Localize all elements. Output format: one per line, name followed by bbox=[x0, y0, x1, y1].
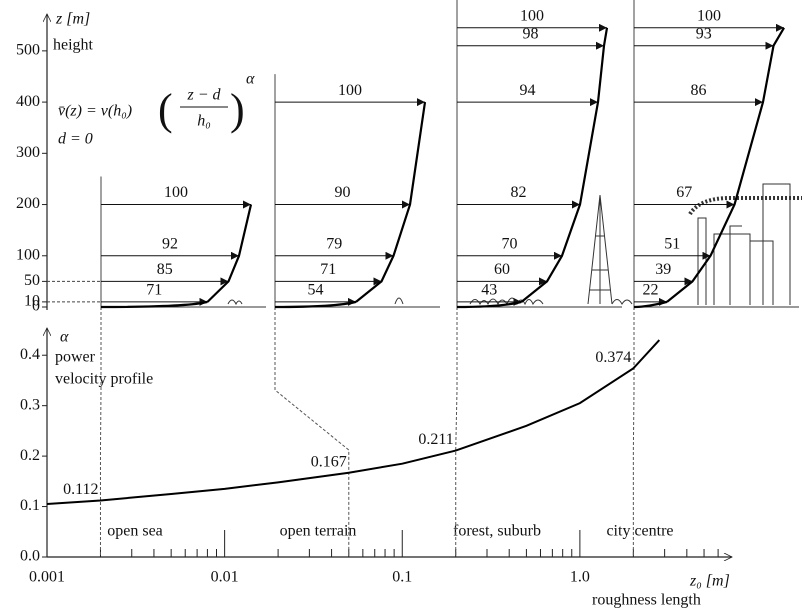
z-axis-label: z [m] bbox=[55, 11, 90, 28]
profile-base bbox=[633, 300, 668, 309]
x-tick-label: 1.0 bbox=[570, 569, 590, 586]
terrain-label: open terrain bbox=[280, 523, 357, 540]
z0-axis-label: z₀ [m] bbox=[689, 573, 730, 590]
y-tick-label: 400 bbox=[16, 93, 40, 110]
y-tick-label: 500 bbox=[16, 42, 40, 59]
formula-numerator: z − d bbox=[186, 87, 221, 104]
profile-base bbox=[100, 300, 208, 309]
velocity-label: 67 bbox=[676, 184, 692, 201]
alpha-curve bbox=[46, 339, 661, 506]
velocity-label: 98 bbox=[523, 25, 539, 42]
alpha-axis-sublabel: power bbox=[55, 349, 96, 366]
connector bbox=[274, 312, 350, 557]
velocity-label: 82 bbox=[511, 184, 527, 201]
velocity-label: 92 bbox=[162, 235, 178, 252]
point-label: 0.211 bbox=[418, 431, 453, 448]
velocity-label: 93 bbox=[696, 25, 712, 42]
velocity-label: 100 bbox=[697, 7, 721, 24]
velocity-label: 86 bbox=[691, 82, 707, 99]
terrain-label: forest, suburb bbox=[453, 523, 541, 540]
z-axis-sublabel: height bbox=[53, 37, 94, 54]
velocity-label: 79 bbox=[326, 235, 342, 252]
velocity-label: 22 bbox=[643, 282, 659, 299]
alpha-axis-sublabel: velocity profile bbox=[55, 371, 153, 388]
formula-denominator: h₀ bbox=[197, 113, 211, 130]
y-tick-label: 300 bbox=[16, 144, 40, 161]
tower bbox=[587, 194, 613, 305]
formula-paren: ) bbox=[230, 85, 245, 134]
y-tick-label: 50 bbox=[24, 272, 40, 289]
z0-axis-sublabel: roughness length bbox=[592, 592, 701, 609]
y-tick-label: 0.2 bbox=[20, 447, 40, 464]
profile-curve bbox=[520, 27, 609, 303]
velocity-label: 71 bbox=[320, 261, 336, 278]
profile-base bbox=[456, 300, 522, 309]
y-tick-label: 0.4 bbox=[20, 346, 40, 363]
velocity-label: 90 bbox=[335, 184, 351, 201]
formula-lhs: v̄(z) = v(h₀) bbox=[58, 103, 132, 120]
velocity-label: 43 bbox=[481, 282, 497, 299]
bushes bbox=[227, 297, 404, 306]
point-label: 0.167 bbox=[311, 453, 347, 470]
y-tick-label: 0.3 bbox=[20, 396, 40, 413]
trees bbox=[469, 297, 633, 306]
x-tick-label: 0.001 bbox=[29, 569, 65, 586]
y-tick-label: 0.1 bbox=[20, 497, 40, 514]
profile-curve bbox=[666, 27, 785, 303]
x-tick-label: 0.01 bbox=[211, 569, 239, 586]
y-tick-label: 0.0 bbox=[20, 548, 40, 565]
y-tick-label: 0 bbox=[32, 298, 40, 315]
profile-curve bbox=[355, 101, 427, 303]
formula-exponent: α bbox=[246, 71, 255, 88]
connector bbox=[632, 312, 635, 557]
point-label: 0.374 bbox=[595, 349, 631, 366]
connector bbox=[99, 312, 102, 557]
velocity-label: 100 bbox=[164, 184, 188, 201]
buildings bbox=[697, 183, 791, 305]
y-tick-label: 10 bbox=[24, 293, 40, 310]
velocity-label: 70 bbox=[502, 235, 518, 252]
connector bbox=[455, 312, 458, 557]
alpha-axis-label: α bbox=[60, 329, 69, 346]
formula-note: d = 0 bbox=[58, 131, 93, 148]
velocity-label: 54 bbox=[308, 282, 324, 299]
x-tick-label: 0.1 bbox=[392, 569, 412, 586]
y-tick-label: 100 bbox=[16, 246, 40, 263]
velocity-label: 100 bbox=[520, 7, 544, 24]
roughness-layer bbox=[688, 196, 802, 216]
velocity-label: 39 bbox=[655, 261, 671, 278]
velocity-label: 71 bbox=[146, 282, 162, 299]
point-label: 0.112 bbox=[63, 481, 98, 498]
y-tick-label: 200 bbox=[16, 195, 40, 212]
terrain-label: open sea bbox=[107, 523, 163, 540]
velocity-label: 85 bbox=[157, 261, 173, 278]
formula-paren: ( bbox=[158, 85, 173, 134]
terrain-label: city centre bbox=[606, 523, 673, 540]
velocity-label: 94 bbox=[520, 82, 536, 99]
profile-curve bbox=[206, 204, 253, 303]
profile-base bbox=[274, 300, 357, 309]
velocity-label: 100 bbox=[338, 82, 362, 99]
velocity-label: 51 bbox=[664, 235, 680, 252]
velocity-label: 60 bbox=[494, 261, 510, 278]
